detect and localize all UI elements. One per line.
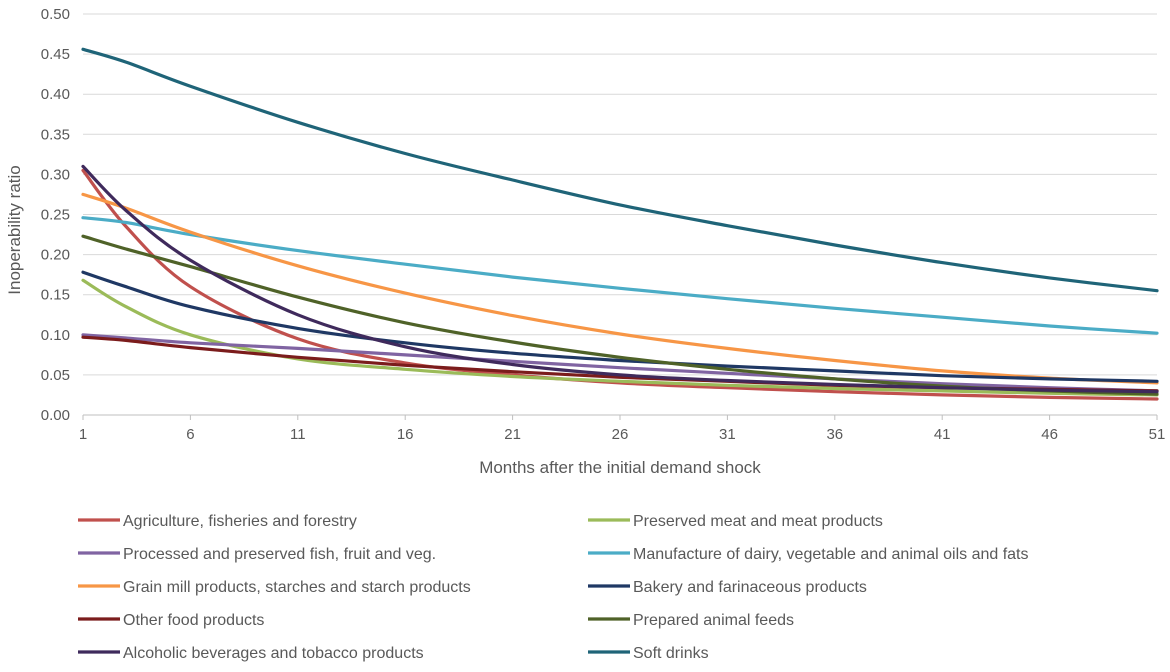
y-tick-label: 0.40 [41,86,70,103]
x-tick-label: 16 [397,426,414,443]
y-tick-label: 0.10 [41,327,70,344]
axes: 0.00 0.05 0.10 0.15 0.20 0.25 0.30 0.35 0.40 0.45… [41,6,1166,443]
x-axis-title: Months after the initial demand shock [479,458,761,477]
series-line-preserved-meat-and-meat-products [81,278,1159,397]
legend-label: Preserved meat and meat products [633,513,883,530]
y-tick-label: 0.30 [41,166,70,183]
x-tick-label: 26 [612,426,629,443]
series-line-alcoholic-beverages-and-tobacco-products [81,164,1159,394]
legend-label: Other food products [123,612,264,629]
legend: Agriculture, fisheries and forestry Prese… [78,513,1029,662]
x-tick-label: 1 [79,426,87,443]
x-tick-label: 21 [504,426,521,443]
y-tick-label: 0.50 [41,6,70,23]
legend-label: Manufacture of dairy, vegetable and anim… [633,546,1029,563]
series-line-grain-mill-products-starches-and-starch-products [81,192,1159,385]
legend-label: Prepared animal feeds [633,612,794,629]
y-tick-label: 0.45 [41,46,70,63]
x-tick-label: 46 [1041,426,1058,443]
legend-label: Agriculture, fisheries and forestry [123,513,357,530]
y-tick-label: 0.20 [41,247,70,264]
legend-label: Soft drinks [633,645,709,662]
y-axis-title: Inoperability ratio [5,165,24,294]
series-line-processed-and-preserved-fish-fruit-and-veg [81,333,1159,393]
y-tick-label: 0.35 [41,126,70,143]
legend-label: Grain mill products, starches and starch… [123,579,471,596]
x-tick-label: 41 [934,426,951,443]
legend-label: Alcoholic beverages and tobacco products [123,645,424,662]
y-tick-label: 0.25 [41,207,70,224]
x-tick-label: 31 [719,426,736,443]
y-tick-label: 0.00 [41,407,70,424]
x-tick-label: 6 [186,426,194,443]
series-line-bakery-and-farinaceous-products [81,270,1159,383]
x-tick-label: 51 [1149,426,1166,443]
y-tick-label: 0.05 [41,367,70,384]
legend-label: Bakery and farinaceous products [633,579,867,596]
x-tick-label: 11 [290,426,306,443]
y-tick-label: 0.15 [41,287,70,304]
x-tick-label: 36 [826,426,843,443]
legend-label: Processed and preserved fish, fruit and … [123,546,436,563]
series-lines [81,47,1159,401]
series-line-soft-drinks [81,47,1159,293]
